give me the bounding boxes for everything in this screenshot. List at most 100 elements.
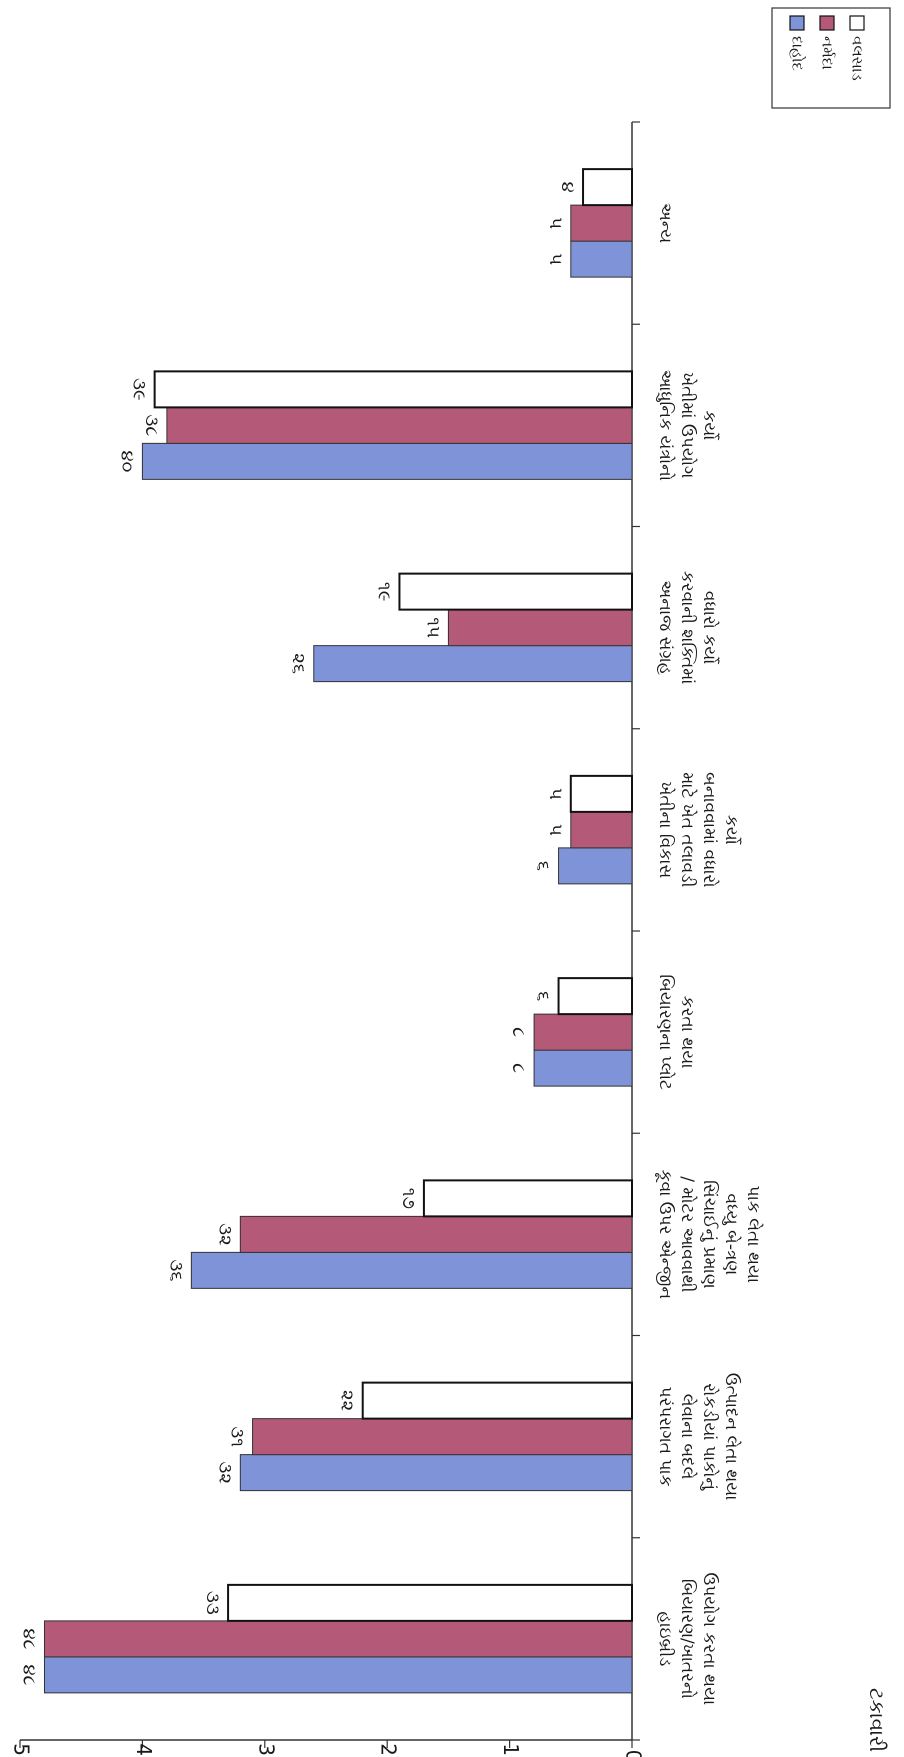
category-label-line: વધારો કર્યો bbox=[699, 591, 720, 665]
category-label-line: લેવાના બદલે bbox=[677, 1394, 698, 1480]
chart-data-labels: ૪૮ ૩૨ ૩૬ ૮ ૬ ૨૬ ૪૦ ૫ ૪૮ ૩૧ ૩૨ ૮ ૫ ૧૫ ૩૮ ૫ ૩૩ ૨૨ ૧૭ ૬ ૫ ૧૯ ૩૯ ૪ bbox=[18, 182, 578, 1686]
category-label: કૂવા ઉપર એન્જીન / મોટર આવવાથી સિંચાઈનું પ્… bbox=[655, 1170, 764, 1300]
category-label: અનાજ સંગ્રહ કરવાની શક્તિમાં વધારો કર્યો bbox=[655, 571, 720, 685]
value-tick-label: 40 bbox=[132, 1743, 156, 1757]
bar-1 bbox=[570, 240, 633, 278]
bar-2 bbox=[570, 811, 633, 849]
data-label: ૫ bbox=[545, 788, 566, 800]
category-label: હાઇબ્રીડ બિયારણ/ખાતરનો ઉપયોગ કરતા થયા bbox=[655, 1573, 720, 1706]
bar-3 bbox=[422, 1179, 634, 1218]
category-label-line: કર્યો bbox=[699, 410, 719, 441]
data-label: ૩૮ bbox=[141, 414, 162, 436]
value-tick-label: 30 bbox=[254, 1743, 278, 1757]
value-axis-title: ટકાવારી bbox=[865, 1688, 889, 1752]
category-label: પરંપરાગત પાક લેવાના બદલે રોકડીયાં પાકોનું ઉ… bbox=[655, 1373, 742, 1501]
data-label: ૪ bbox=[557, 182, 578, 193]
category-label-line: કર્યો bbox=[721, 815, 741, 846]
category-label-line: માટે ખેત તલાવડી bbox=[677, 772, 698, 887]
category-label: બિયારણના પ્લોટ કરતા થયા bbox=[655, 974, 697, 1090]
data-label: ૧૫ bbox=[422, 617, 443, 638]
category-label-line: હાઇબ્રીડ bbox=[655, 1611, 675, 1666]
legend-label: વલસાડ bbox=[849, 36, 867, 81]
data-label: ૩૨ bbox=[214, 1223, 235, 1246]
data-label: ૫ bbox=[545, 253, 566, 265]
bar-1 bbox=[141, 442, 633, 480]
data-label: ૧૯ bbox=[373, 582, 394, 601]
data-label: ૩૯ bbox=[129, 378, 150, 401]
category-label-line: ઉપયોગ કરતા થયા bbox=[699, 1573, 720, 1706]
bar-3 bbox=[582, 168, 633, 207]
bar-3 bbox=[398, 572, 633, 611]
legend-label: દાહોદ bbox=[789, 36, 807, 71]
data-label: ૫ bbox=[545, 824, 566, 836]
data-label: ૪૮ bbox=[18, 1628, 39, 1649]
data-label: ૮ bbox=[508, 1027, 529, 1037]
data-label: ૫ bbox=[545, 217, 566, 229]
category-label-line: અન્ય bbox=[655, 203, 675, 243]
data-label: ૪૮ bbox=[18, 1664, 39, 1685]
category-label-line: કૂવા ઉપર એન્જીન bbox=[655, 1170, 676, 1300]
bar-3 bbox=[557, 977, 633, 1016]
bar-1 bbox=[190, 1251, 633, 1289]
value-tick-label: 10 bbox=[499, 1743, 523, 1757]
bar-2 bbox=[533, 1013, 633, 1051]
bar-1 bbox=[558, 847, 633, 885]
data-label: ૨૨ bbox=[337, 1390, 358, 1412]
category-label: આધુનિક યંત્રોનો ખેતીમાં ઉપયોગ કર્યો bbox=[655, 370, 719, 481]
bar-3 bbox=[227, 1583, 634, 1622]
bar-1 bbox=[533, 1049, 633, 1087]
data-label: ૬ bbox=[533, 991, 554, 1001]
legend-swatch bbox=[789, 15, 805, 31]
category-label-line: બિયારણના પ્લોટ bbox=[655, 974, 676, 1090]
category-label-line: સિંચાઈનું પ્રમાણ bbox=[699, 1180, 719, 1289]
value-tick-label: 20 bbox=[377, 1743, 401, 1757]
chart-axes: 0 10 20 30 40 50 ટકાવારી bbox=[10, 121, 889, 1757]
bar-2 bbox=[43, 1620, 633, 1658]
category-label-line: / મોટર આવવાથી bbox=[677, 1176, 698, 1292]
category-label-line: ઉત્પાદન લેતા થયા bbox=[721, 1373, 742, 1501]
category-label-line: બિયારણ/ખાતરનો bbox=[677, 1579, 698, 1699]
bar-1 bbox=[313, 645, 633, 683]
bar-3 bbox=[569, 774, 633, 813]
bar-2 bbox=[570, 204, 633, 242]
category-label-line: ખેતીમાં ઉપયોગ bbox=[677, 372, 698, 478]
legend-swatch bbox=[849, 15, 865, 31]
category-label: અન્ય bbox=[655, 203, 675, 243]
data-label: ૮ bbox=[508, 1063, 529, 1073]
category-label-line: પાક લેતા થયા bbox=[743, 1186, 764, 1283]
category-label: ખેતીના વિકાસ માટે ખેત તલાવડી બનાવવામાં વધા… bbox=[655, 772, 741, 887]
bar-2 bbox=[166, 406, 633, 444]
data-label: ૧૭ bbox=[398, 1188, 419, 1209]
data-label: ૬ bbox=[533, 861, 554, 871]
category-label-line: વધ્યુ બે-ત્રણ bbox=[721, 1194, 742, 1276]
bar-1 bbox=[239, 1454, 633, 1492]
category-label-line: આધુનિક યંત્રોનો bbox=[655, 370, 676, 481]
data-label: ૩૨ bbox=[214, 1461, 235, 1484]
category-label-line: ખેતીના વિકાસ bbox=[655, 782, 676, 879]
data-label: ૪૦ bbox=[116, 450, 137, 472]
chart-bars bbox=[43, 168, 634, 1694]
bar-2 bbox=[239, 1215, 633, 1253]
chart-category-labels: હાઇબ્રીડ બિયારણ/ખાતરનો ઉપયોગ કરતા થયા પરંપર… bbox=[655, 203, 764, 1705]
value-tick-label: 50 bbox=[10, 1743, 34, 1757]
category-label-line: રોકડીયાં પાકોનું bbox=[699, 1383, 720, 1491]
category-label-line: પરંપરાગત પાક bbox=[655, 1387, 675, 1487]
bar-3 bbox=[153, 370, 633, 409]
bar-2 bbox=[447, 609, 633, 647]
bar-3 bbox=[361, 1381, 633, 1420]
legend-swatch bbox=[819, 15, 835, 31]
data-label: ૩૬ bbox=[165, 1259, 186, 1281]
data-label: ૨૬ bbox=[288, 653, 309, 674]
value-tick-label: 0 bbox=[622, 1750, 646, 1757]
bar-2 bbox=[252, 1418, 633, 1456]
data-label: ૩૧ bbox=[227, 1426, 248, 1447]
data-label: ૩૩ bbox=[202, 1591, 223, 1615]
category-label-line: અનાજ સંગ્રહ bbox=[655, 580, 675, 675]
category-label-line: કરતા થયા bbox=[677, 996, 697, 1069]
category-label-line: બનાવવામાં વધારો bbox=[699, 772, 720, 887]
category-label-line: કરવાની શક્તિમાં bbox=[677, 571, 697, 685]
bar-1 bbox=[43, 1656, 633, 1694]
legend-label: નર્મદા bbox=[819, 36, 837, 70]
